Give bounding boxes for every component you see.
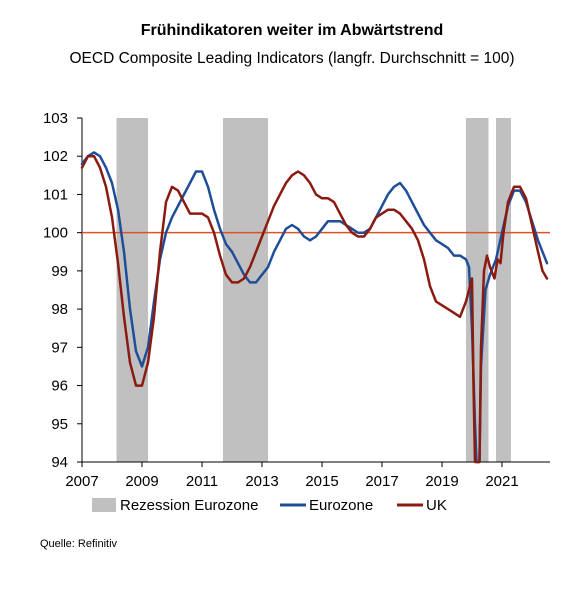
x-tick-label-2019: 2019 <box>425 473 458 490</box>
y-tick-label-103: 103 <box>43 110 68 127</box>
x-tick-label-2017: 2017 <box>365 473 398 490</box>
legend-swatch-recession <box>92 498 116 512</box>
x-tick-label-2021: 2021 <box>485 473 518 490</box>
x-tick-label-2011: 2011 <box>186 473 218 490</box>
y-tick-label-95: 95 <box>51 416 68 433</box>
y-tick-label-94: 94 <box>51 454 68 471</box>
x-axis-ticks: 2007 2009 2011 2013 2015 2017 2019 2021 <box>65 462 519 490</box>
y-tick-label-102: 102 <box>43 148 68 165</box>
legend-label-uk: UK <box>426 497 447 514</box>
recession-bands <box>116 118 511 462</box>
chart-title: Frühindikatoren weiter im Abwärtstrend <box>140 22 444 39</box>
series-lines <box>80 151 549 464</box>
chart-subtitle: OECD Composite Leading Indicators (langf… <box>69 50 515 67</box>
y-tick-label-101: 101 <box>43 186 68 203</box>
y-tick-label-97: 97 <box>51 339 68 356</box>
y-tick-label-96: 96 <box>51 378 68 395</box>
x-tick-label-2009: 2009 <box>125 473 158 490</box>
x-tick-label-2007: 2007 <box>65 473 98 490</box>
legend: Rezession Eurozone Eurozone UK <box>92 497 447 514</box>
y-tick-label-99: 99 <box>51 263 68 280</box>
x-tick-label-2015: 2015 <box>305 473 338 490</box>
y-axis-ticks: 94 95 96 97 98 99 100 101 102 103 <box>43 110 82 471</box>
recession-band-2 <box>223 118 268 462</box>
source-note: Quelle: Refinitiv <box>40 538 118 550</box>
y-tick-label-100: 100 <box>43 225 68 242</box>
legend-label-recession: Rezession Eurozone <box>120 497 258 514</box>
x-tick-label-2013: 2013 <box>245 473 278 490</box>
series-line-uk <box>80 154 549 464</box>
recession-band-3 <box>466 118 489 462</box>
y-tick-label-98: 98 <box>51 301 68 318</box>
legend-label-eurozone: Eurozone <box>309 497 373 514</box>
recession-band-4 <box>496 118 511 462</box>
